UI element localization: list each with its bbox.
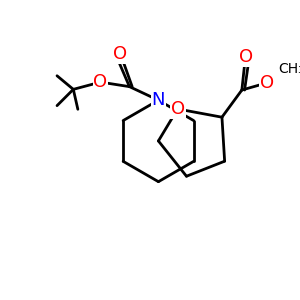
Text: O: O	[239, 49, 254, 67]
Text: O: O	[113, 45, 128, 63]
Text: N: N	[152, 91, 165, 109]
Text: O: O	[171, 100, 185, 118]
Text: O: O	[260, 74, 274, 92]
Text: O: O	[93, 73, 107, 91]
Text: CH₃: CH₃	[278, 62, 300, 76]
